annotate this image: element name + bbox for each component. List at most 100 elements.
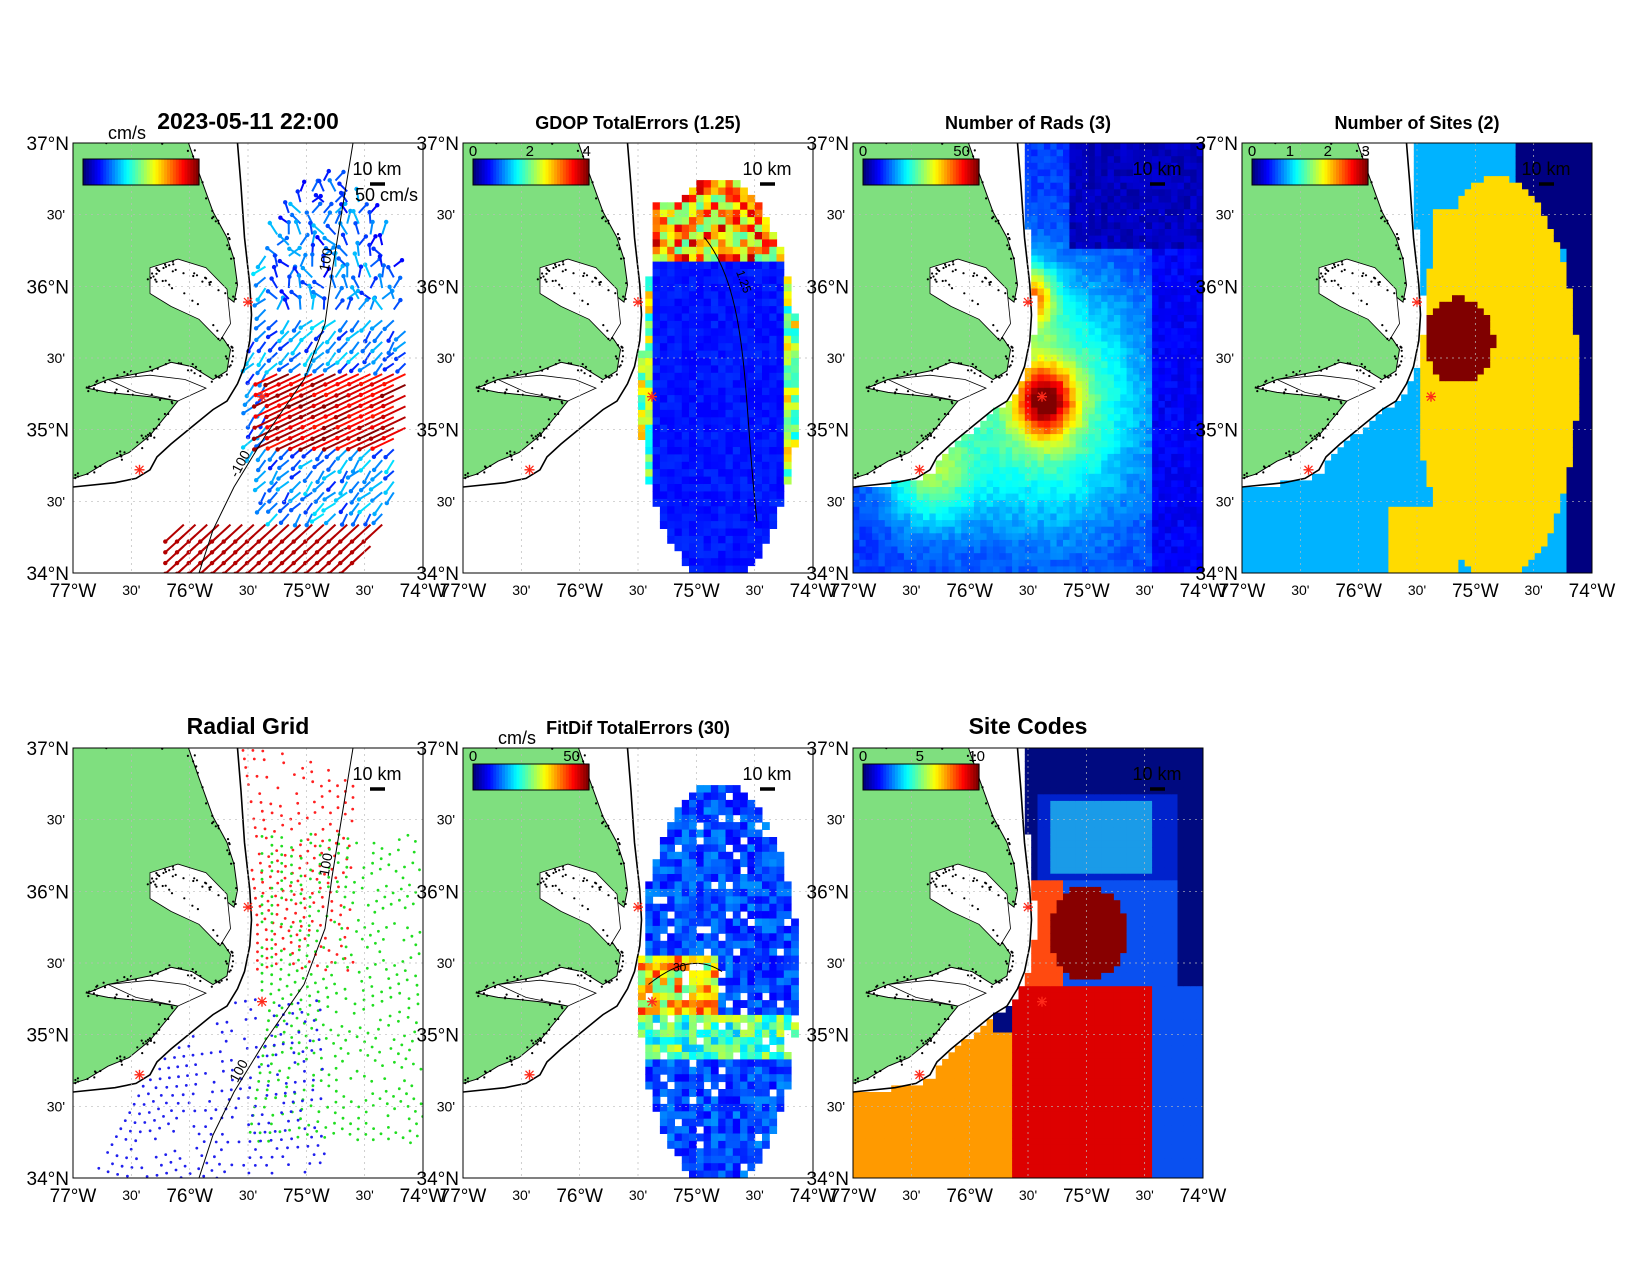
vector-scale-label: 50 cm/s — [355, 185, 418, 205]
sound-water — [886, 979, 988, 1007]
lat-tick-label: 34°N — [807, 564, 849, 585]
lon-minor-label: 30' — [902, 582, 920, 598]
coast-speckle — [1243, 143, 1407, 480]
lat-minor-label: 30' — [827, 812, 845, 828]
coast-speckle — [854, 748, 1018, 1085]
lon-minor-label: 30' — [512, 582, 530, 598]
lat-tick-label: 37°N — [417, 134, 459, 155]
map-content: 100-100 — [73, 143, 423, 573]
map-frame — [462, 747, 814, 1179]
lon-minor-label: 30' — [629, 1187, 647, 1203]
radar-site-marker — [257, 996, 267, 1007]
panel-title: 2023-05-11 22:00 — [157, 108, 339, 134]
radar-site-marker — [914, 464, 925, 475]
sound-water — [886, 374, 988, 402]
radar-site-marker — [1037, 996, 1047, 1007]
lat-minor-label: 30' — [1216, 350, 1234, 366]
lon-tick-label: 76°W — [946, 581, 993, 602]
colorbar-unit: cm/s — [498, 728, 536, 748]
sound-water — [149, 863, 231, 947]
lat-tick-label: 36°N — [27, 882, 69, 903]
panel-fitdif: 30 37°N 36°N 35°N 34°N 30' 30' 30' 77°W 76°W 75°W 7… — [417, 718, 837, 1207]
sound-water — [929, 258, 1011, 342]
scale-bar-label: 10 km — [352, 159, 401, 179]
colorbar-frame — [1251, 158, 1369, 186]
lon-tick-label: 77°W — [50, 581, 97, 602]
colorbar-tick-label: 3 — [1362, 143, 1370, 160]
lon-tick-label: 74°W — [790, 1186, 837, 1207]
lat-minor-label: 30' — [437, 1098, 455, 1114]
radar-site-marker — [524, 464, 535, 475]
panel-title: GDOP TotalErrors (1.25) — [535, 113, 740, 133]
lat-minor-label: 30' — [47, 207, 65, 223]
colorbar: cm/s — [82, 123, 200, 186]
gdop-field — [638, 180, 799, 573]
lon-tick-label: 75°W — [1063, 581, 1110, 602]
coast-speckle — [464, 143, 628, 480]
lat-minor-label: 30' — [437, 350, 455, 366]
lat-minor-label: 30' — [437, 955, 455, 971]
sound-water — [539, 258, 621, 342]
lon-tick-label: 76°W — [166, 581, 213, 602]
lat-minor-label: 30' — [47, 493, 65, 509]
lat-tick-label: 34°N — [417, 1169, 459, 1190]
lon-tick-label: 77°W — [830, 581, 877, 602]
lon-minor-label: 30' — [629, 582, 647, 598]
lon-tick-label: 76°W — [166, 1186, 213, 1207]
lon-tick-label: 77°W — [440, 581, 487, 602]
lat-tick-label: 36°N — [417, 882, 459, 903]
lon-tick-label: 77°W — [830, 1186, 877, 1207]
lon-minor-label: 30' — [122, 582, 140, 598]
lat-tick-label: 37°N — [807, 134, 849, 155]
lat-tick-label: 37°N — [417, 739, 459, 760]
sound-water — [539, 863, 621, 947]
isobath-label: 100 — [316, 852, 336, 878]
contour-label: 30 — [673, 961, 687, 975]
lat-tick-label: 35°N — [1196, 421, 1238, 442]
colorbar-tick-label: 50 — [563, 748, 580, 765]
colorbar-frame — [472, 158, 590, 186]
graticule — [853, 748, 1203, 1178]
lat-tick-label: 36°N — [1196, 277, 1238, 298]
lon-tick-label: 74°W — [1569, 581, 1616, 602]
lon-tick-label: 76°W — [556, 1186, 603, 1207]
map-frame — [462, 142, 814, 574]
panel-title: Number of Sites (2) — [1334, 113, 1499, 133]
sound-water — [496, 979, 598, 1007]
sound-water — [1318, 258, 1400, 342]
colorbar-frame — [472, 763, 590, 791]
colorbar-tick-label: 0 — [859, 748, 867, 765]
panel-title: FitDif TotalErrors (30) — [546, 718, 730, 738]
lat-tick-label: 37°N — [807, 739, 849, 760]
scale-bar-label: 10 km — [352, 764, 401, 784]
lon-tick-label: 76°W — [946, 1186, 993, 1207]
lat-minor-label: 30' — [47, 350, 65, 366]
radar-site-marker — [914, 1069, 925, 1080]
colorbar-tick-label: 0 — [1248, 143, 1256, 160]
colorbar-tick-label: 2 — [526, 143, 534, 160]
lon-minor-label: 30' — [356, 1187, 374, 1203]
map-frame — [852, 747, 1204, 1179]
lat-tick-label: 34°N — [27, 1169, 69, 1190]
lon-minor-label: 30' — [1525, 582, 1543, 598]
lat-tick-label: 36°N — [27, 277, 69, 298]
lat-tick-label: 37°N — [27, 739, 69, 760]
panel-site-codes: 37°N 36°N 35°N 34°N 30' 30' 30' 77°W 76°W 75°W 74°… — [807, 713, 1227, 1207]
lon-tick-label: 75°W — [673, 1186, 720, 1207]
contour-line — [704, 237, 758, 522]
lon-tick-label: 76°W — [1335, 581, 1382, 602]
lon-minor-label: 30' — [746, 582, 764, 598]
lat-minor-label: 30' — [827, 207, 845, 223]
lon-tick-label: 74°W — [790, 581, 837, 602]
lat-tick-label: 35°N — [27, 1026, 69, 1047]
scale-bar-label: 10 km — [1132, 764, 1181, 784]
lat-tick-label: 34°N — [1196, 564, 1238, 585]
lon-minor-label: 30' — [902, 1187, 920, 1203]
colorbar-frame — [862, 158, 980, 186]
lat-minor-label: 30' — [437, 493, 455, 509]
lat-tick-label: 35°N — [417, 1026, 459, 1047]
coast-speckle — [74, 143, 238, 480]
radar-site-marker — [1023, 297, 1033, 308]
